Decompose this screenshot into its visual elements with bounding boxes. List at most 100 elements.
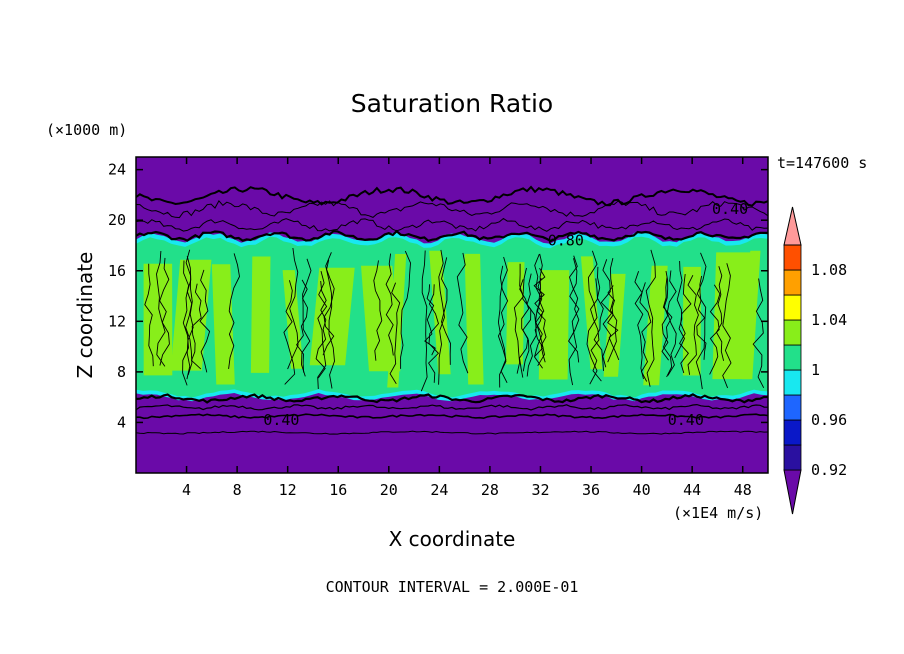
contour-filament [722,263,732,389]
contour-filament [568,255,580,363]
colorbar-lower-extension [783,469,802,515]
contour-filament [586,250,598,385]
contour-filament [695,252,707,390]
colorbar-tick-label: 0.92 [811,461,847,479]
x-tick-label: 4 [182,481,191,499]
contour-filament [696,275,707,360]
contour-0.20-lower [136,430,768,435]
contour-filament [287,247,299,370]
contour-filament [607,257,618,363]
contour-filament [315,280,327,379]
contour-label: 0.40 [712,200,748,218]
contour-filament [296,279,308,373]
supersaturated-column [309,267,355,366]
x-tick-label: 12 [279,481,297,499]
colorbar-segment [783,319,802,346]
plot-area [136,157,768,473]
contour-label: 0.40 [263,411,299,429]
contour-filament [639,282,652,382]
y-tick-label: 20 [108,211,126,229]
contour-filament [661,271,669,361]
colorbar-tick-label: 1.04 [811,311,847,329]
y-unit-label: (×1000 m) [46,121,127,139]
supersaturated-column [143,263,173,376]
y-tick-label: 24 [108,161,126,179]
y-axis-label: Z coordinate [73,252,97,379]
x-tick-label: 36 [582,481,600,499]
contour-filament [666,270,677,376]
contour-filament [190,283,202,370]
supersaturated-column [603,273,626,377]
colorbar-segment [783,269,802,296]
contour-filament [590,278,602,382]
contour-0.40-lower [136,413,768,420]
contour-filament [156,250,166,367]
x-tick-label: 48 [734,481,752,499]
supersaturated-column [538,270,570,380]
x-tick-label: 44 [683,481,701,499]
contour-filament [634,271,644,380]
contour-cloud-top [136,229,768,243]
contour-filament [522,267,532,372]
supersaturated-column [712,252,754,380]
contour-filament [534,254,545,367]
contour-filament [428,284,440,383]
supersaturated-column [643,265,668,386]
supersaturated-column [170,259,212,371]
contour-lines [136,185,768,435]
x-tick-label: 16 [329,481,347,499]
contour-filament [420,250,428,392]
supersaturated-column [682,266,701,376]
contour-0.80-upper [136,217,768,232]
contour-filament [526,273,537,377]
contour-filament [400,250,411,369]
contour-filament [456,252,469,374]
x-axis-label: X coordinate [389,527,516,551]
colorbar-segment [783,419,802,446]
contour-filament [662,277,673,378]
contour-label: 0.80 [548,231,584,249]
contour-filament [301,258,312,377]
x-tick-label: 8 [233,481,242,499]
contour-filament [438,249,445,385]
colorbar-segment [783,444,802,471]
colorbar-upper-extension [783,206,802,246]
chart-title: Saturation Ratio [351,89,553,118]
contour-filament [687,275,699,375]
contour-filament [568,258,580,386]
colorbar-tick-label: 0.96 [811,411,847,429]
contour-filament [645,249,656,387]
contour-filament [600,259,613,368]
colorbar-segment [783,294,802,321]
contour-filament [534,253,545,369]
contour-0.60-upper [136,200,768,219]
colorbar-tick-label: 1.08 [811,261,847,279]
supersaturated-column [429,250,451,375]
y-axis: 4 8 12 16 20 24 [108,161,768,431]
contour-filament [424,284,436,356]
contour-filament [709,284,721,375]
contour-filament [185,249,194,380]
contour-filament [497,256,508,388]
contour-0.80-lower [136,403,768,411]
time-label: t=147600 s [777,154,867,172]
plot-frame [135,156,769,474]
contour-filament [317,270,328,390]
contour-filament [513,263,524,374]
contour-filament [679,274,692,374]
contour-label: 0.40 [668,411,704,429]
contour-filament [389,282,401,385]
supersaturated-column [464,253,484,385]
contour-filament [674,260,686,359]
x-tick-label: 20 [380,481,398,499]
contour-cloud-base [136,393,768,404]
y-tick-label: 16 [108,262,126,280]
contour-interval-footer: CONTOUR INTERVAL = 2.000E-01 [326,578,579,596]
contour-filament [519,279,530,378]
colorbar: 0.92 0.96 1 1.04 1.08 [783,206,847,515]
contour-filament [199,269,211,373]
x-tick-label: 32 [531,481,549,499]
contour-filament [715,266,725,361]
contour-filament [283,280,296,385]
